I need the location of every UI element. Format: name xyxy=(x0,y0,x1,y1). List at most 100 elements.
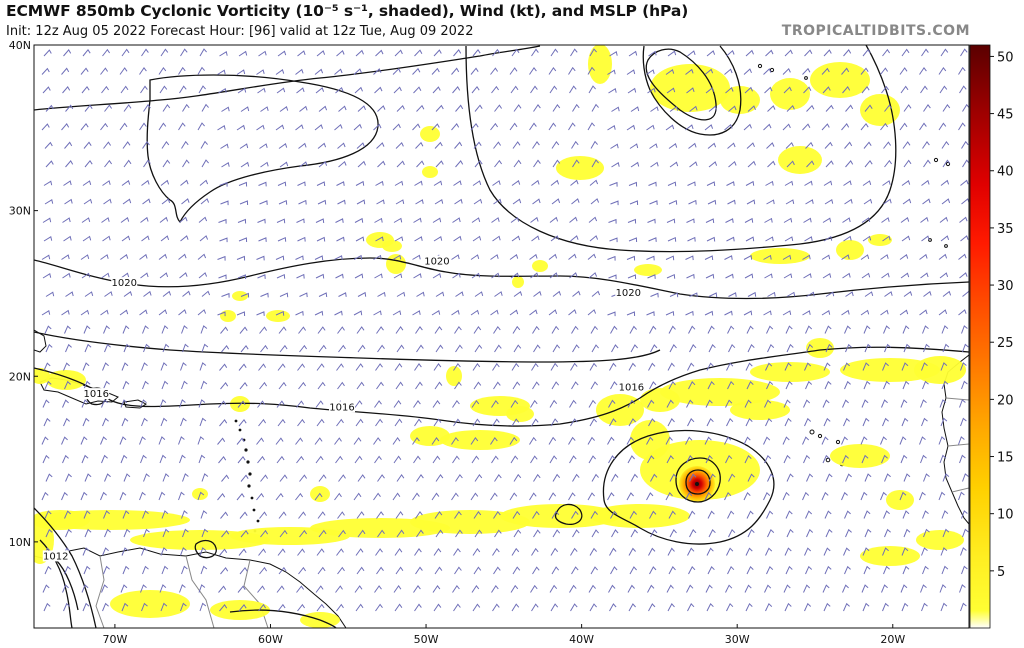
wind-barb xyxy=(531,179,540,186)
wind-barb xyxy=(743,310,753,316)
wind-barb xyxy=(218,400,227,408)
wind-barb xyxy=(745,602,753,612)
wind-barb xyxy=(197,122,205,131)
wind-barb xyxy=(453,180,462,186)
wind-barb xyxy=(512,198,522,205)
wind-barb xyxy=(455,473,463,482)
wind-barb xyxy=(220,381,229,390)
wind-barb xyxy=(728,105,737,112)
wind-barb xyxy=(161,140,170,149)
wind-barb xyxy=(805,380,813,390)
wind-barb xyxy=(550,235,560,242)
wind-barb xyxy=(237,585,246,593)
wind-barb xyxy=(414,49,423,57)
wind-barb xyxy=(316,181,326,187)
wind-barb xyxy=(238,418,247,427)
wind-barb xyxy=(689,473,697,482)
wind-barb xyxy=(334,492,342,501)
wind-barb xyxy=(295,492,304,501)
wind-barb xyxy=(80,491,88,501)
wind-barb xyxy=(41,254,51,260)
wind-barb xyxy=(549,216,559,223)
wind-barb xyxy=(490,122,499,131)
isobar-label: 1016 xyxy=(619,383,644,394)
wind-barb xyxy=(217,492,226,501)
wind-barb xyxy=(745,547,753,556)
wind-barb xyxy=(84,104,93,112)
wind-barb xyxy=(959,272,968,279)
wind-barb xyxy=(257,585,266,593)
wind-barb xyxy=(278,142,288,149)
wind-barb xyxy=(549,455,558,464)
wind-barb xyxy=(704,310,714,316)
wind-barb xyxy=(646,492,654,501)
wind-barb xyxy=(901,48,910,57)
wind-barb xyxy=(123,473,131,482)
wind-barb xyxy=(922,325,929,334)
wind-barb xyxy=(139,309,148,316)
wind-barb xyxy=(435,474,444,482)
wind-barb xyxy=(455,291,464,297)
wind-barb xyxy=(843,547,850,556)
wind-barb xyxy=(900,399,908,408)
wind-barb xyxy=(335,86,344,94)
wind-barb xyxy=(766,199,775,205)
wind-barb xyxy=(571,325,579,334)
colorbar-label-20: 20 xyxy=(997,393,1014,408)
wind-barb xyxy=(549,85,558,94)
wind-barb xyxy=(745,236,755,242)
wind-barb xyxy=(668,510,676,519)
wind-barb xyxy=(200,140,208,149)
wind-barb xyxy=(473,141,482,149)
wind-barb xyxy=(101,584,108,593)
wind-barb xyxy=(490,436,498,445)
wind-barb xyxy=(100,254,109,260)
wind-barb xyxy=(239,143,249,149)
wind-barb xyxy=(823,49,832,57)
wind-barb xyxy=(377,291,386,297)
wind-barb xyxy=(62,86,71,94)
wind-barb xyxy=(451,436,459,445)
wind-barb xyxy=(317,511,326,519)
wind-barb xyxy=(864,528,872,538)
wind-barb xyxy=(83,141,92,149)
wind-barb xyxy=(627,399,635,408)
wind-barb xyxy=(295,310,304,316)
wind-barb xyxy=(844,565,851,575)
wind-barb xyxy=(217,255,226,261)
wind-barb xyxy=(511,547,520,556)
wind-barb xyxy=(198,399,206,408)
wind-barb xyxy=(217,437,226,445)
wind-barb xyxy=(841,491,848,501)
wind-barb xyxy=(669,161,679,168)
wind-barb xyxy=(413,455,421,464)
wind-barb xyxy=(120,454,128,464)
wind-barb xyxy=(942,473,950,482)
wind-barb xyxy=(258,50,267,57)
wind-barb xyxy=(472,603,481,612)
wind-barb xyxy=(646,255,655,261)
wind-barb xyxy=(666,273,676,279)
wind-barb xyxy=(666,399,674,408)
wind-barb xyxy=(82,602,90,612)
wind-barb xyxy=(861,584,869,593)
wind-barb xyxy=(766,325,774,334)
wind-barb xyxy=(764,454,772,464)
wind-barb xyxy=(510,455,519,464)
wind-barb xyxy=(822,584,830,593)
wind-barb xyxy=(83,565,91,575)
lat-label-40n: 40N xyxy=(9,39,31,52)
wind-barb xyxy=(940,602,948,612)
isobar-1020-north xyxy=(34,45,541,111)
wind-barb xyxy=(492,362,500,371)
wind-barb xyxy=(861,272,871,279)
isobar-label-bg xyxy=(83,388,110,400)
wind-barb xyxy=(218,88,227,94)
wind-barb xyxy=(646,124,655,131)
wind-barb xyxy=(609,418,617,427)
wind-barb xyxy=(119,491,127,501)
wind-barb xyxy=(861,454,869,464)
wind-barb xyxy=(197,253,207,260)
wind-barb xyxy=(587,309,597,316)
wind-barb xyxy=(529,436,537,445)
